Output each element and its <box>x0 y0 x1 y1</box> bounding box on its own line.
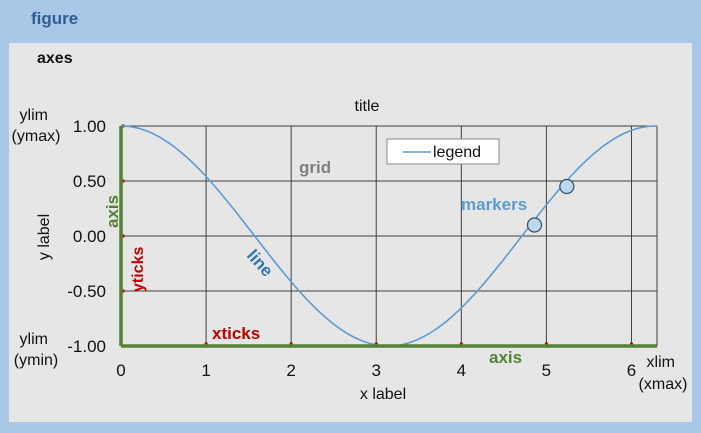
marker-point-0 <box>526 217 543 233</box>
x-tick-1 <box>204 342 208 346</box>
markers-group <box>526 178 575 233</box>
chart-title: title <box>355 98 380 115</box>
x-tick-6 <box>629 342 633 346</box>
y-tick-1 <box>121 179 125 183</box>
annotation-grid: grid <box>299 158 331 177</box>
x-tick-label-4: 4 <box>457 361 466 380</box>
annotation-axis-left: axis <box>103 195 122 228</box>
y-tick-label-3: -0.50 <box>67 282 106 301</box>
ylim-bottom-label: ylim (ymin) <box>14 331 58 369</box>
x-tick-labels: 0 1 2 3 4 5 6 <box>116 361 636 380</box>
y-tick-label-4: -1.00 <box>67 337 106 356</box>
y-tick-label-0: 1.00 <box>73 117 106 136</box>
x-axis-label: x label <box>360 386 406 403</box>
y-tick-3 <box>121 289 125 293</box>
y-tick-labels: 1.00 0.50 0.00 -0.50 -1.00 <box>67 117 106 356</box>
x-tick-label-6: 6 <box>627 361 636 380</box>
y-tick-label-2: 0.00 <box>73 227 106 246</box>
x-tick-2 <box>289 342 293 346</box>
x-tick-label-5: 5 <box>542 361 551 380</box>
y-tick-2 <box>121 234 125 238</box>
y-tick-label-1: 0.50 <box>73 172 106 191</box>
x-tick-4 <box>459 342 463 346</box>
annotation-xticks: xticks <box>212 324 260 343</box>
x-tick-label-2: 2 <box>286 361 295 380</box>
legend-box <box>386 138 500 165</box>
axes-label: axes <box>37 50 73 67</box>
x-tick-label-3: 3 <box>372 361 381 380</box>
x-tick-5 <box>544 342 548 346</box>
x-tick-label-0: 0 <box>116 361 125 380</box>
annotation-yticks: yticks <box>130 247 147 292</box>
legend-label: legend <box>433 144 481 161</box>
xlim-label: xlim (xmax) <box>639 354 688 393</box>
ylim-top-label: ylim (ymax) <box>12 107 61 145</box>
y-axis-label: y label <box>36 214 53 260</box>
x-tick-3 <box>374 342 378 346</box>
annotation-markers: markers <box>461 195 527 214</box>
annotation-axis-bottom: axis <box>489 348 522 367</box>
x-tick-label-1: 1 <box>201 361 210 380</box>
marker-point-1 <box>559 178 575 195</box>
figure-label: figure <box>31 9 79 28</box>
